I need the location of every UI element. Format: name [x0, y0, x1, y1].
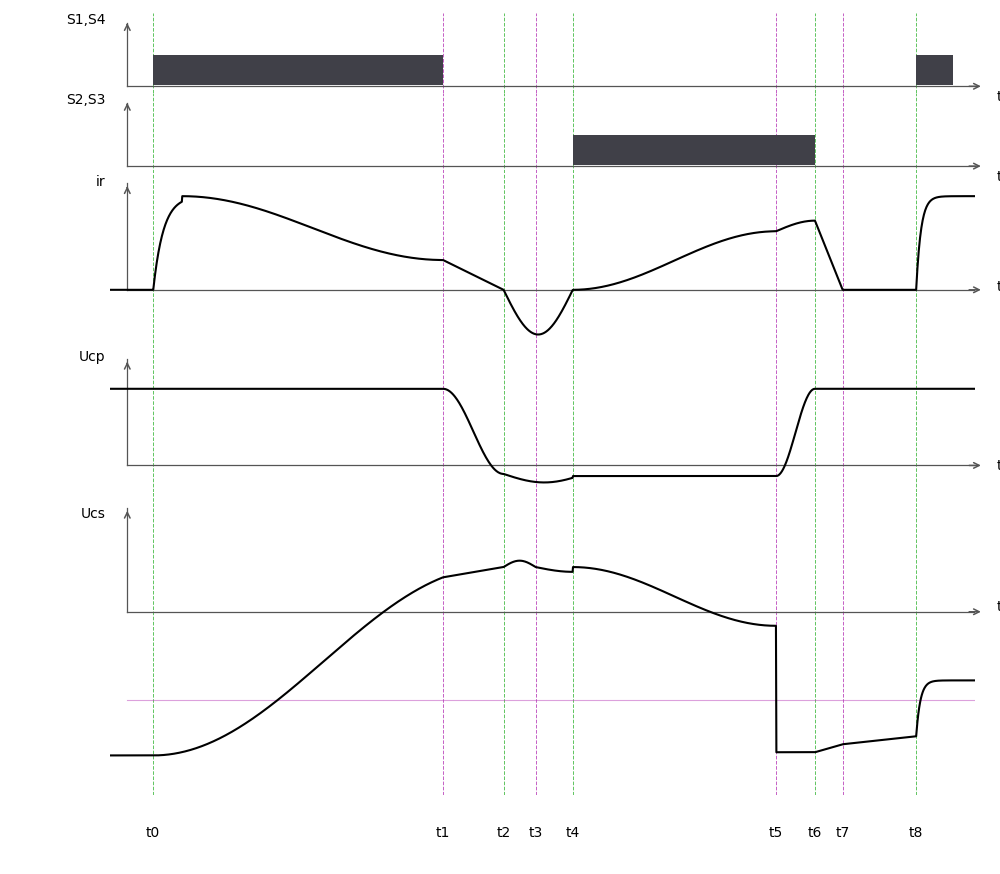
Text: t: t	[997, 459, 1000, 473]
Text: Ucs: Ucs	[81, 507, 106, 521]
Bar	[573, 135, 815, 165]
Text: t0: t0	[146, 826, 160, 840]
Text: t: t	[997, 170, 1000, 184]
Text: t8: t8	[909, 826, 923, 840]
Text: t2: t2	[496, 826, 511, 840]
Text: t5: t5	[769, 826, 783, 840]
Text: t4: t4	[566, 826, 580, 840]
Text: t7: t7	[836, 826, 850, 840]
Text: S1,S4: S1,S4	[66, 13, 106, 27]
Text: t3: t3	[528, 826, 543, 840]
Bar	[916, 55, 953, 85]
Text: S2,S3: S2,S3	[66, 93, 106, 107]
Text: t1: t1	[436, 826, 450, 840]
Text: t: t	[997, 90, 1000, 104]
Text: t: t	[997, 600, 1000, 614]
Text: t6: t6	[808, 826, 822, 840]
Text: t: t	[997, 280, 1000, 294]
Text: Ucp: Ucp	[79, 350, 106, 364]
Bar	[153, 55, 443, 85]
Text: ir: ir	[96, 175, 106, 189]
